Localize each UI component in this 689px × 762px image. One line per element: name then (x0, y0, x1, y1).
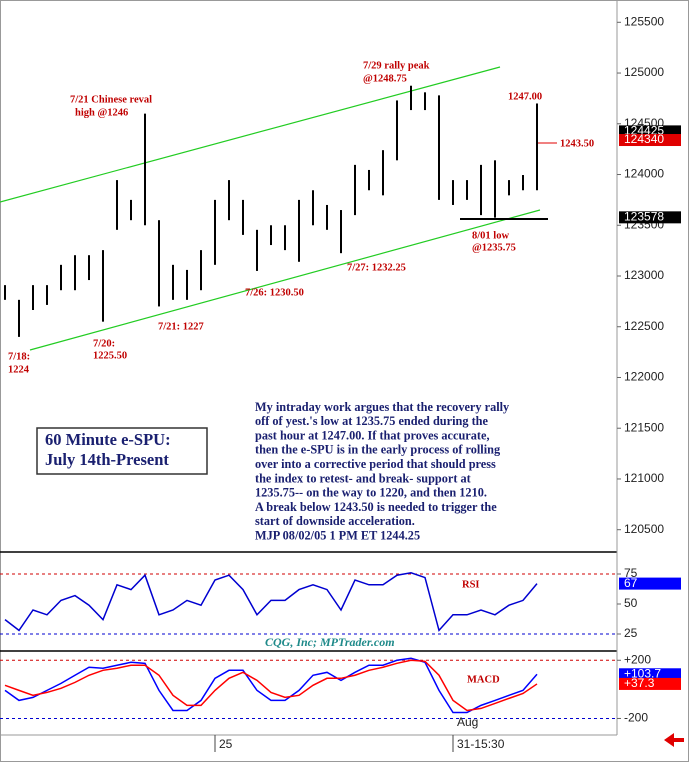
y-tick-label: 121500 (624, 420, 664, 434)
annotation: 7/18: (8, 351, 30, 362)
y-tick-label: -200 (624, 711, 648, 725)
annotation: high @1246 (75, 107, 128, 118)
commentary-line: A break below 1243.50 is needed to trigg… (255, 500, 497, 514)
value-box-label: +103.7 (624, 666, 661, 680)
annotation: 1225.50 (93, 350, 127, 361)
series-line (4, 572, 538, 632)
channel-lower (29, 209, 541, 351)
y-tick-label: 50 (624, 596, 638, 610)
y-tick-label: 123000 (624, 268, 664, 282)
commentary-line: MJP 08/02/05 1 PM ET 1244.25 (255, 529, 420, 543)
value-box-label: +37.3 (624, 676, 655, 690)
commentary-line: past hour at 1247.00. If that proves acc… (255, 428, 490, 442)
axis-marker-label: 124340 (624, 132, 664, 146)
annotation: @1248.75 (363, 73, 407, 84)
channel-upper (0, 66, 501, 203)
annotation: 7/21 Chinese reval (70, 94, 152, 105)
y-tick-label: 125500 (624, 14, 664, 28)
value-box (619, 668, 681, 681)
annotation: 1224 (8, 364, 30, 375)
annotation: Aug (457, 715, 478, 729)
annotation: 7/20: (93, 338, 115, 349)
commentary-line: My intraday work argues that the recover… (255, 400, 510, 414)
annotation: 7/21: 1227 (158, 321, 204, 332)
x-tick-label: 25 (219, 737, 233, 751)
axis-marker-label: 123578 (624, 210, 664, 224)
scroll-arrow (664, 733, 684, 747)
chart-title: July 14th-Present (45, 450, 169, 469)
commentary-line: then the e-SPU is in the early process o… (255, 443, 501, 457)
y-tick-label: 121000 (624, 471, 664, 485)
annotation: 1247.00 (508, 91, 542, 102)
annotation: 7/27: 1232.25 (347, 262, 406, 273)
title-box (36, 427, 208, 475)
series-line (4, 659, 538, 712)
credit: CQG, Inc; MPTrader.com (265, 635, 395, 649)
annotation: 7/29 rally peak (363, 60, 430, 71)
y-tick-label: 75 (624, 566, 638, 580)
y-tick-label: 125000 (624, 65, 664, 79)
value-box (619, 677, 681, 690)
value-box-label: 67 (624, 576, 638, 590)
y-tick-label: 122000 (624, 370, 664, 384)
commentary-line: 1235.75-- on the way to 1220, and then 1… (255, 486, 487, 500)
commentary-line: start of downside acceleration. (255, 514, 415, 528)
commentary: My intraday work argues that the recover… (255, 400, 510, 543)
annotation: @1235.75 (472, 242, 516, 253)
annotation: 7/26: 1230.50 (245, 287, 304, 298)
x-tick-label: 31-15:30 (457, 737, 505, 751)
y-tick-label: 120500 (624, 522, 664, 536)
series-line (4, 657, 538, 714)
value-box (619, 577, 681, 590)
commentary-line: the index to retest- and break- support … (255, 471, 472, 485)
axis-marker (619, 211, 681, 224)
y-tick-label: 124000 (624, 167, 664, 181)
y-tick-label: +200 (624, 652, 651, 666)
annotation: 8/01 low (472, 230, 509, 241)
y-tick-label: 25 (624, 626, 638, 640)
commentary-line: over into a corrective period that shoul… (255, 457, 496, 471)
chart-title: 60 Minute e-SPU: (45, 430, 171, 449)
annotation: 1243.50 (560, 138, 594, 149)
panel-label: RSI (462, 579, 480, 590)
annotations: 7/21 Chinese reval high @1246 7/29 rally… (8, 60, 594, 729)
axis-marker (619, 134, 681, 147)
y-tick-label: 122500 (624, 319, 664, 333)
commentary-line: off of yest.'s low at 1235.75 ended duri… (255, 414, 488, 428)
panel-label: MACD (467, 674, 500, 685)
